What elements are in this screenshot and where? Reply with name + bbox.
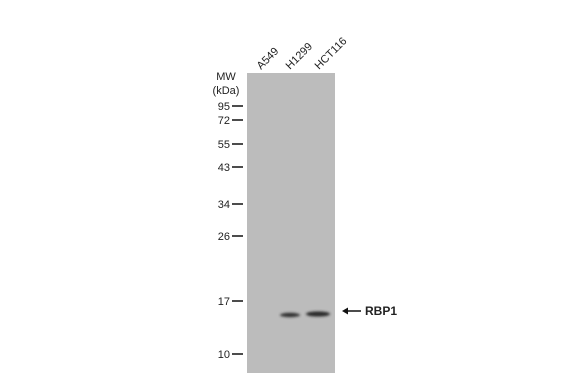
mw-marker-label: 34 [218,199,230,211]
lane-label: HCT116 [313,35,350,72]
arrow-head [342,307,348,315]
mw-marker-label: 10 [218,349,230,361]
mw-marker-label: 55 [218,139,230,151]
band [306,311,330,317]
mw-label: MW [216,71,236,83]
mw-unit-label: (kDa) [213,85,240,97]
band [280,312,300,318]
mw-marker-label: 26 [218,231,230,243]
mw-marker-label: 72 [218,115,230,127]
lane-label: A549 [255,45,282,72]
mw-marker-label: 17 [218,296,230,308]
mw-marker-label: 95 [218,101,230,113]
lane-labels: A549 H1299 HCT116 [255,35,350,72]
mw-markers: 95 72 55 43 34 26 17 10 [218,101,243,361]
lane-label: H1299 [284,41,315,72]
mw-marker-label: 43 [218,162,230,174]
blot-membrane [247,73,335,373]
band-label: RBP1 [365,304,397,318]
band-arrow [342,307,361,315]
